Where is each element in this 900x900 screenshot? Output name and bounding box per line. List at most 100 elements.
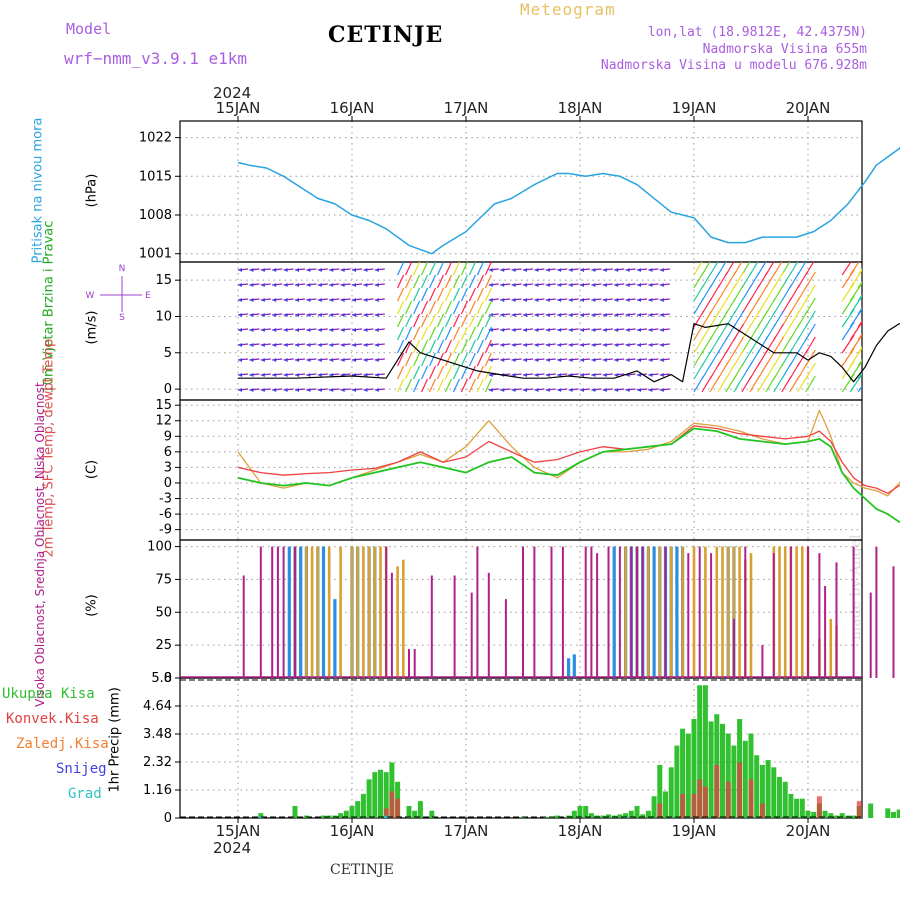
high-cloud-bar <box>321 546 326 678</box>
wind-arrow <box>866 270 878 288</box>
total-precip-bar <box>782 781 788 818</box>
mid-cloud-bar <box>692 546 696 678</box>
wind-arrow-head <box>511 298 516 302</box>
wind-arrow-head <box>306 373 311 377</box>
bottom-day-label: 19JAN <box>672 822 717 840</box>
wind-arrow-head <box>249 358 254 362</box>
mid-cloud-bar <box>778 546 781 678</box>
total-precip-bar <box>725 733 731 818</box>
wind-arrow-head <box>238 268 242 272</box>
wind-arrow-head <box>374 388 379 392</box>
total-precip-bar <box>406 805 412 818</box>
total-precip-bar <box>417 801 423 818</box>
wind-arrow-head <box>591 358 596 362</box>
wind-arrow-head <box>591 268 596 272</box>
wind-arrow <box>436 300 445 315</box>
wind-arrow <box>413 339 421 354</box>
wind-arrow-head <box>659 343 664 347</box>
wind-arrow-head <box>602 343 607 347</box>
model-elevation-label: Nadmorska Visina u modelu 676.928m <box>600 58 867 73</box>
compass-north: N <box>119 264 126 274</box>
wind-arrow-head <box>374 268 379 272</box>
wind-arrow <box>444 326 453 341</box>
wind-arrow <box>476 274 484 289</box>
total-precip-bar <box>777 776 782 818</box>
top-day-label: 15JAN <box>216 99 261 117</box>
total-precip-bar <box>794 798 800 818</box>
total-precip-bar <box>412 810 418 818</box>
wind-arrow-head <box>295 388 299 392</box>
hail-bar <box>383 815 389 818</box>
wind-arrow-head <box>295 298 299 302</box>
total-precip-bar <box>851 815 857 818</box>
total-precip-bar <box>645 810 651 818</box>
wind-arrow <box>413 326 421 341</box>
wind-arrow-head <box>614 343 619 347</box>
y-tick-label: 6 <box>164 445 172 460</box>
total-precip-bar <box>372 772 378 818</box>
wind-arrow-head <box>659 358 664 362</box>
wind-arrow-head <box>352 388 356 392</box>
compass-east: E <box>145 291 151 301</box>
wind-arrow-head <box>625 268 630 272</box>
wind-arrow <box>405 378 413 393</box>
wind-arrow <box>866 257 878 275</box>
mid-cloud-bar <box>732 546 736 678</box>
wind-arrow-head <box>295 268 299 272</box>
wind-arrow-head <box>295 373 299 377</box>
y-tick-label: 9 <box>164 429 172 444</box>
low-cloud-bar <box>596 553 599 678</box>
low-cloud-bar <box>710 553 713 678</box>
wind-arrow <box>781 375 792 393</box>
wind-arrow <box>693 375 705 393</box>
wind-arrow-head <box>580 328 584 332</box>
wind-arrow-head <box>238 373 242 377</box>
wind-arrow <box>397 365 405 380</box>
wind-arrow <box>476 262 484 276</box>
y-tick-label: 5.8 <box>151 671 172 686</box>
mid-cloud-bar <box>356 546 359 678</box>
wind-arrow <box>405 365 413 380</box>
wind-arrow-head <box>272 343 277 347</box>
wind-arrow <box>717 375 729 393</box>
wind-arrow <box>741 375 752 393</box>
wind-arrow-head <box>317 298 322 302</box>
total-precip-bar <box>720 723 725 818</box>
wind-arrow <box>733 375 745 393</box>
wind-arrow-head <box>352 328 356 332</box>
low-cloud-bar <box>869 592 872 678</box>
mid-cloud-bar <box>624 546 627 678</box>
legend-ice-rain: Zaledj.Kisa <box>16 736 109 752</box>
total-precip-bar <box>674 745 680 818</box>
conv-precip-bar <box>714 764 720 818</box>
total-precip-bar <box>754 755 760 818</box>
wind-arrow-head <box>317 268 322 272</box>
wind-arrow-head <box>352 268 356 272</box>
wind-arrow-head <box>329 283 334 287</box>
wind-arrow-head <box>545 268 550 272</box>
wind-arrow-head <box>568 313 573 317</box>
wind-arrow-head <box>306 268 311 272</box>
wind-arrow-head <box>374 373 379 377</box>
wind-arrow <box>405 262 413 276</box>
low-cloud-bar <box>453 575 456 678</box>
wind-arrow <box>436 287 445 302</box>
wind-arrow-head <box>329 358 334 362</box>
wind-arrow <box>857 385 862 393</box>
high-cloud-bar <box>675 546 679 678</box>
wind-arrow <box>468 262 476 276</box>
panel-frame <box>179 261 863 401</box>
y-tick-label: 1001 <box>139 247 172 262</box>
wind-arrow <box>420 378 429 393</box>
wind-arrow-head <box>614 358 619 362</box>
wind-arrow <box>866 361 878 379</box>
wind-arrow <box>476 352 484 367</box>
wind-arrow-head <box>534 268 539 272</box>
wind-arrow-head <box>648 313 653 317</box>
wind-arrow-head <box>352 313 356 317</box>
wind-arrow-head <box>557 388 562 392</box>
total-precip-bar <box>691 719 697 818</box>
pressure-line <box>237 146 900 255</box>
low-cloud-bar <box>385 546 388 678</box>
wind-arrow <box>428 378 437 393</box>
